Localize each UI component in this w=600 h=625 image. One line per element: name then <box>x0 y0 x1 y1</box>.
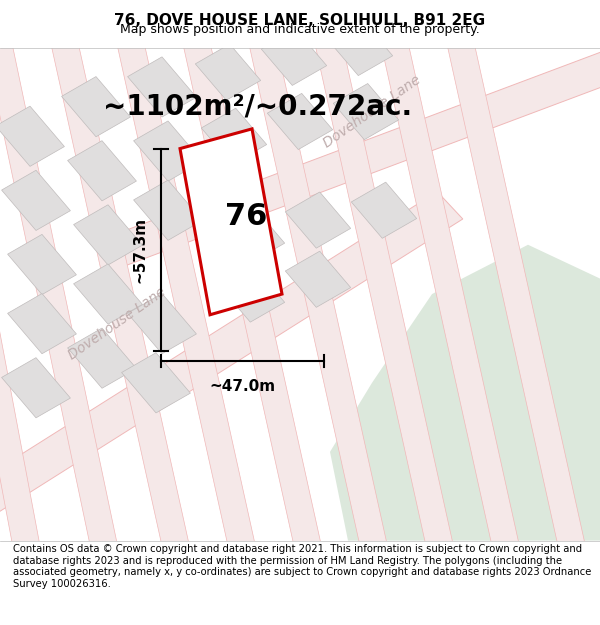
Polygon shape <box>443 21 589 568</box>
Polygon shape <box>2 170 70 231</box>
Polygon shape <box>328 19 392 76</box>
Polygon shape <box>196 44 260 100</box>
Polygon shape <box>122 352 190 413</box>
Polygon shape <box>62 77 130 137</box>
Polygon shape <box>179 21 325 568</box>
Polygon shape <box>8 294 76 354</box>
Polygon shape <box>0 106 64 166</box>
Text: Dovehouse Lane: Dovehouse Lane <box>65 285 169 362</box>
Text: ~57.3m: ~57.3m <box>133 217 148 282</box>
Text: Dovehouse Lane: Dovehouse Lane <box>320 72 424 151</box>
Polygon shape <box>268 93 332 149</box>
Polygon shape <box>134 180 202 241</box>
Polygon shape <box>286 251 350 308</box>
Polygon shape <box>202 108 266 164</box>
Polygon shape <box>128 294 196 354</box>
Polygon shape <box>220 207 284 263</box>
Text: Contains OS data © Crown copyright and database right 2021. This information is : Contains OS data © Crown copyright and d… <box>13 544 592 589</box>
Text: 76: 76 <box>225 202 267 231</box>
Polygon shape <box>68 141 136 201</box>
Text: Map shows position and indicative extent of the property.: Map shows position and indicative extent… <box>120 22 480 36</box>
Text: ~1102m²/~0.272ac.: ~1102m²/~0.272ac. <box>103 92 413 121</box>
Polygon shape <box>180 129 282 315</box>
Polygon shape <box>134 121 202 181</box>
Polygon shape <box>113 21 259 568</box>
Polygon shape <box>330 245 600 541</box>
Polygon shape <box>220 266 284 322</box>
Polygon shape <box>311 21 457 568</box>
Polygon shape <box>128 57 196 117</box>
Polygon shape <box>74 205 142 265</box>
Polygon shape <box>0 21 43 567</box>
Polygon shape <box>262 29 326 86</box>
Polygon shape <box>352 182 416 238</box>
Polygon shape <box>47 21 193 568</box>
Polygon shape <box>0 192 463 579</box>
Polygon shape <box>68 328 136 388</box>
Text: ~47.0m: ~47.0m <box>209 379 275 394</box>
Text: 76, DOVE HOUSE LANE, SOLIHULL, B91 2EG: 76, DOVE HOUSE LANE, SOLIHULL, B91 2EG <box>115 13 485 28</box>
Polygon shape <box>74 264 142 324</box>
Polygon shape <box>8 234 76 294</box>
Polygon shape <box>286 192 350 248</box>
Polygon shape <box>2 357 70 418</box>
Polygon shape <box>100 33 600 269</box>
Polygon shape <box>245 21 391 568</box>
Polygon shape <box>377 21 523 568</box>
Polygon shape <box>0 21 121 567</box>
Polygon shape <box>334 84 398 139</box>
